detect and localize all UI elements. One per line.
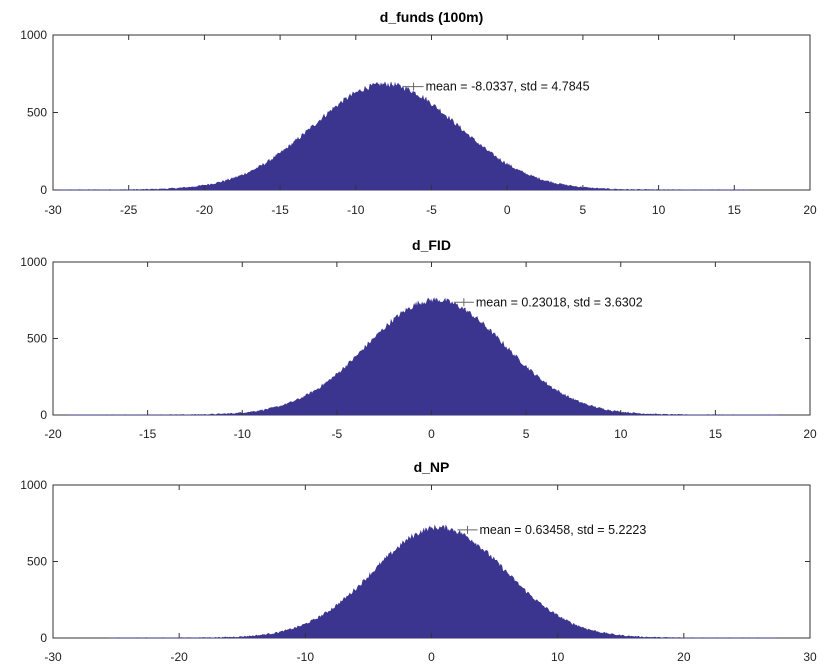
y-tick-label: 1000: [20, 478, 47, 492]
y-tick-label: 500: [27, 106, 47, 120]
x-tick-label: -15: [139, 427, 157, 441]
x-tick-label: -20: [170, 650, 188, 664]
x-tick-label: 15: [709, 427, 723, 441]
y-tick-label: 0: [40, 631, 47, 645]
y-tick-label: 1000: [20, 28, 47, 42]
histogram-bars: [109, 524, 779, 639]
x-tick-label: 10: [652, 203, 666, 217]
x-tick-label: -30: [44, 203, 62, 217]
x-tick-label: -15: [271, 203, 289, 217]
x-tick-label: -30: [44, 650, 62, 664]
histogram-bars: [67, 297, 783, 416]
y-tick-label: 1000: [20, 255, 47, 269]
stats-annotation: mean = 0.63458, std = 5.2223: [480, 523, 647, 537]
subplot-title: d_FID: [412, 237, 451, 253]
y-tick-label: 0: [40, 408, 47, 422]
x-tick-label: -10: [297, 650, 315, 664]
x-tick-label: 5: [523, 427, 530, 441]
x-tick-label: -20: [196, 203, 214, 217]
x-tick-label: -10: [234, 427, 252, 441]
stats-annotation: mean = -8.0337, std = 4.7845: [426, 80, 590, 94]
y-tick-label: 500: [27, 555, 47, 569]
x-tick-label: 20: [803, 203, 817, 217]
x-tick-label: 0: [504, 203, 511, 217]
x-tick-label: -5: [332, 427, 343, 441]
subplot-d-funds: -30 -25 -20 -15 -10 -5 0 5 10 15 20 0 500 1000 d_funds…: [20, 9, 817, 217]
x-tick-label: -10: [347, 203, 365, 217]
stats-annotation: mean = 0.23018, std = 3.6302: [476, 295, 643, 309]
x-tick-label: 20: [803, 427, 817, 441]
x-tick-label: 0: [428, 650, 435, 664]
x-tick-label: -20: [44, 427, 62, 441]
x-tick-label: 10: [551, 650, 565, 664]
x-tick-label: 15: [728, 203, 742, 217]
subplot-title: d_funds (100m): [380, 9, 483, 25]
subplot-title: d_NP: [414, 459, 450, 475]
x-tick-label: 10: [614, 427, 628, 441]
x-tick-label: 0: [428, 427, 435, 441]
y-tick-label: 0: [40, 183, 47, 197]
x-tick-label: 30: [803, 650, 817, 664]
x-tick-label: 20: [677, 650, 691, 664]
x-tick-label: 5: [580, 203, 587, 217]
y-tick-label: 500: [27, 332, 47, 346]
histogram-bars: [52, 81, 750, 191]
x-tick-label: -25: [120, 203, 138, 217]
x-tick-label: -5: [426, 203, 437, 217]
